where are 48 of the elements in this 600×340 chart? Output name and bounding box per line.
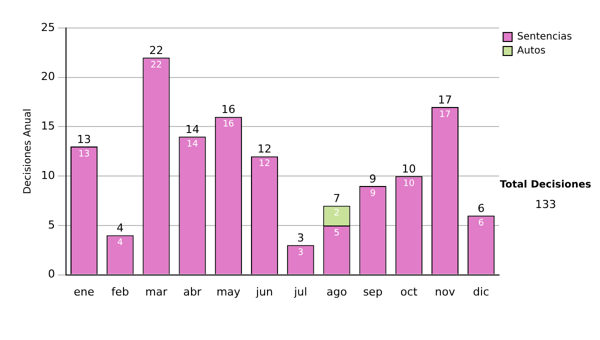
total-label: 13 (77, 132, 92, 146)
x-tick-label: mar (145, 285, 168, 298)
y-tick-label: 10 (40, 168, 55, 182)
legend-label: Sentencias (517, 32, 572, 43)
total-label: 12 (258, 142, 272, 156)
x-tick-label: jul (293, 285, 308, 298)
total-label: 22 (149, 44, 164, 57)
total-label: 17 (438, 93, 452, 106)
x-tick-label: sep (363, 285, 383, 298)
x-tick-label: jun (255, 285, 274, 298)
data-label: 14 (186, 139, 198, 150)
data-label: 6 (478, 218, 484, 228)
x-tick-label: feb (111, 285, 129, 298)
total-label: 3 (297, 232, 304, 245)
data-label: 3 (298, 248, 304, 258)
y-tick-label: 15 (40, 120, 55, 133)
legend-label: Autos (517, 46, 546, 57)
total-label: 16 (221, 103, 236, 116)
data-label: 16 (222, 120, 234, 130)
total-label: 9 (369, 172, 376, 186)
x-tick-label: may (216, 285, 241, 298)
y-tick-label: 25 (40, 20, 55, 34)
data-label: 4 (117, 238, 124, 248)
y-tick-label: 20 (40, 70, 55, 84)
data-label: 10 (403, 178, 415, 189)
text: Total Decisiones (500, 180, 592, 191)
data-label: 22 (150, 60, 162, 70)
data-label: 2 (334, 208, 340, 219)
x-tick-label: ene (74, 285, 95, 298)
y-tick-label: 5 (48, 218, 55, 232)
x-tick-label: dic (473, 285, 490, 298)
y-tick-label: 0 (48, 268, 55, 281)
x-tick-label: ago (326, 285, 348, 298)
x-tick-label: oct (400, 285, 418, 298)
total-label: 4 (116, 222, 124, 235)
data-label: 9 (370, 188, 376, 199)
total-label: 10 (402, 162, 416, 176)
x-tick-label: abr (183, 285, 202, 298)
total-label: 6 (478, 202, 485, 215)
x-tick-label: nov (434, 285, 456, 298)
data-label: 17 (439, 110, 451, 120)
data-label: 12 (258, 159, 270, 170)
text: 133 (535, 198, 556, 211)
total-label: 7 (333, 192, 340, 206)
total-label: 14 (185, 122, 200, 136)
data-label: 13 (78, 149, 90, 160)
data-label: 5 (334, 228, 340, 238)
y-axis-title: Decisiones Anual (22, 108, 34, 194)
